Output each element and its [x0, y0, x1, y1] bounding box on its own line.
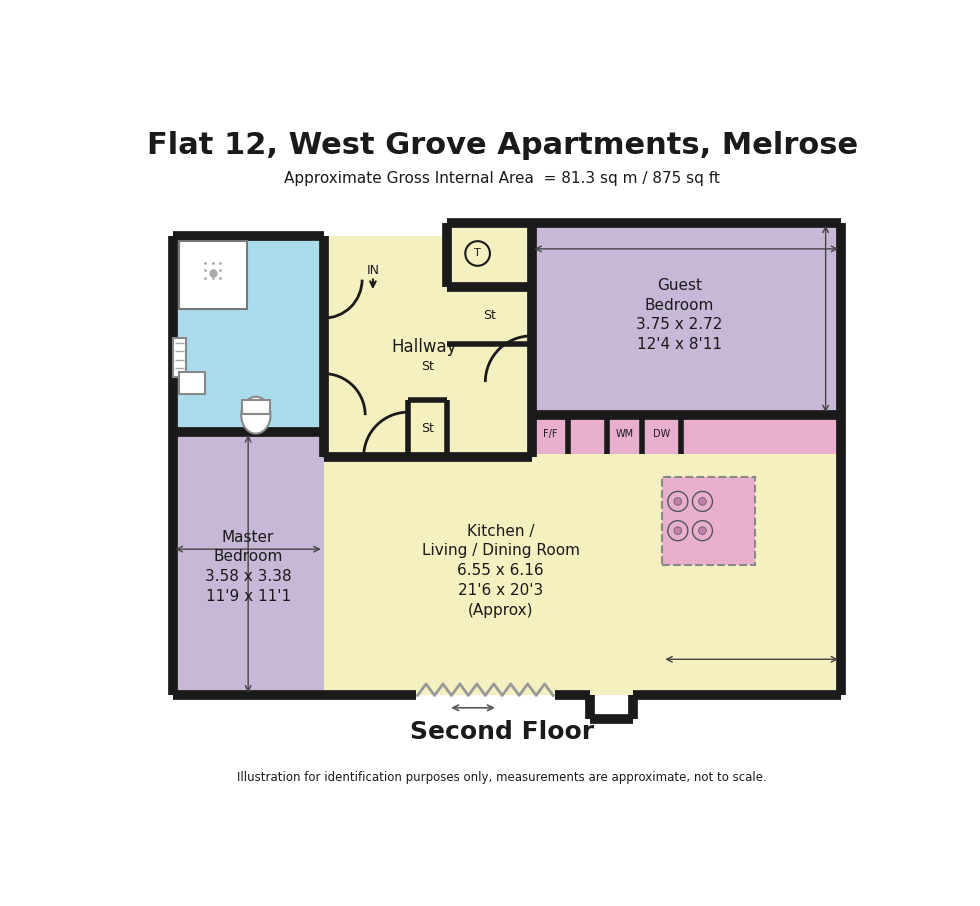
Bar	[323, 415, 841, 696]
Text: Kitchen /
Living / Dining Room
6.55 x 6.16
21'6 x 20'3
(Approx): Kitchen / Living / Dining Room 6.55 x 6.…	[421, 524, 580, 618]
Bar	[447, 223, 531, 285]
Text: Master
Bedroom
3.58 x 3.38
11'9 x 11'1: Master Bedroom 3.58 x 3.38 11'9 x 11'1	[205, 530, 291, 604]
Text: T: T	[474, 248, 481, 258]
Text: Guest
Bedroom
3.75 x 2.72
12'4 x 8'11: Guest Bedroom 3.75 x 2.72 12'4 x 8'11	[636, 278, 722, 352]
Bar	[172, 236, 323, 432]
Circle shape	[667, 491, 688, 511]
Text: WM: WM	[615, 429, 634, 439]
Bar	[179, 372, 205, 393]
Circle shape	[674, 497, 682, 506]
Bar	[662, 477, 755, 564]
Circle shape	[674, 526, 682, 535]
Text: St: St	[483, 309, 496, 322]
Text: IN: IN	[367, 264, 379, 277]
Text: Approximate Gross Internal Area  = 81.3 sq m / 875 sq ft: Approximate Gross Internal Area = 81.3 s…	[284, 170, 720, 186]
Text: Illustration for identification purposes only, measurements are approximate, not: Illustration for identification purposes…	[237, 771, 767, 784]
Ellipse shape	[241, 397, 270, 434]
Text: St: St	[421, 361, 434, 373]
Circle shape	[667, 521, 688, 541]
Circle shape	[699, 526, 707, 535]
Text: Second Floor: Second Floor	[411, 720, 594, 745]
Bar	[172, 432, 323, 696]
Bar	[173, 338, 186, 377]
Text: DW: DW	[653, 429, 670, 439]
Bar	[179, 241, 247, 309]
Text: Hallway: Hallway	[391, 339, 457, 356]
Circle shape	[693, 491, 712, 511]
Text: Flat 12, West Grove Apartments, Melrose: Flat 12, West Grove Apartments, Melrose	[147, 131, 858, 160]
Bar	[531, 223, 841, 415]
Circle shape	[699, 497, 707, 506]
Circle shape	[693, 521, 712, 541]
Bar	[242, 400, 270, 414]
Text: F/F: F/F	[543, 429, 558, 439]
Bar	[662, 477, 755, 564]
Bar	[323, 236, 531, 457]
Text: St: St	[421, 422, 434, 435]
Bar	[531, 415, 841, 454]
